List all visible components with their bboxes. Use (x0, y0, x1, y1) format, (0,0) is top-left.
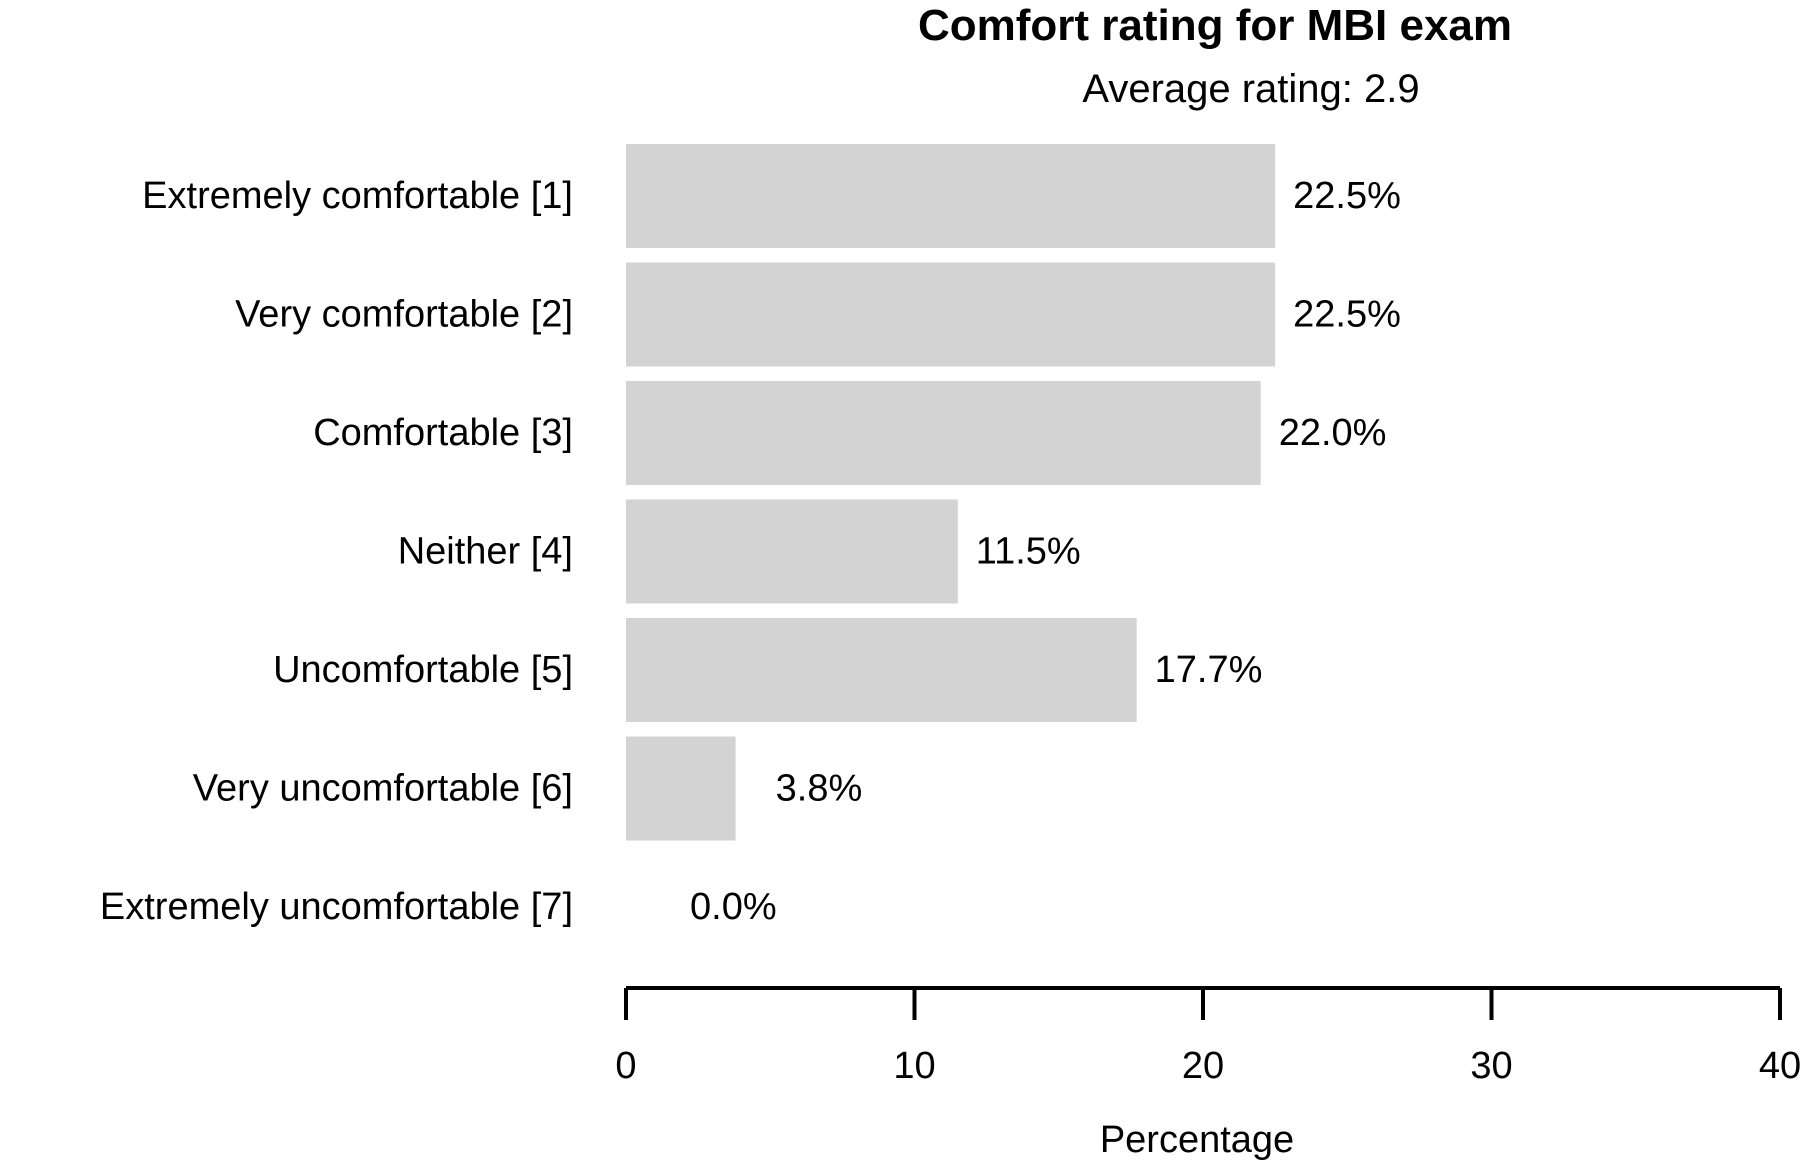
bar (626, 262, 1276, 367)
category-label: Very uncomfortable [6] (193, 768, 573, 810)
value-label: 22.5% (1293, 175, 1401, 217)
value-label: 22.0% (1279, 412, 1387, 454)
x-tick-label: 40 (1759, 1045, 1800, 1087)
bar (626, 736, 736, 841)
category-label: Extremely uncomfortable [7] (100, 886, 573, 928)
x-tick-label: 20 (1182, 1045, 1224, 1087)
bar (626, 618, 1137, 722)
category-label: Uncomfortable [5] (273, 649, 573, 691)
x-tick-label: 30 (1470, 1045, 1512, 1087)
value-label: 3.8% (776, 768, 863, 810)
value-label: 0.0% (690, 886, 777, 928)
category-label: Neither [4] (398, 531, 573, 573)
bars-group (626, 144, 1276, 841)
category-label: Extremely comfortable [1] (142, 175, 573, 217)
x-ticks-group: 0 10 20 30 40 (615, 988, 1800, 1087)
x-axis: 0 10 20 30 40 (615, 986, 1800, 1087)
category-label: Comfortable [3] (313, 412, 573, 454)
chart-subtitle: Average rating: 2.9 (1082, 67, 1419, 111)
x-tick-label: 0 (615, 1045, 636, 1087)
x-axis-label: Percentage (1100, 1119, 1294, 1161)
category-label: Very comfortable [2] (235, 294, 573, 336)
value-label: 17.7% (1155, 649, 1263, 691)
value-labels-group: 22.5% 22.5% 22.0% 11.5% 17.7% 3.8% 0.0% (690, 175, 1401, 928)
value-label: 22.5% (1293, 294, 1401, 336)
bar (626, 381, 1261, 485)
chart-title: Comfort rating for MBI exam (918, 1, 1512, 50)
bar (626, 499, 958, 604)
category-labels-group: Extremely comfortable [1] Very comfortabl… (100, 175, 573, 928)
value-label: 11.5% (976, 531, 1081, 573)
bar (626, 144, 1276, 248)
x-tick-label: 10 (893, 1045, 935, 1087)
